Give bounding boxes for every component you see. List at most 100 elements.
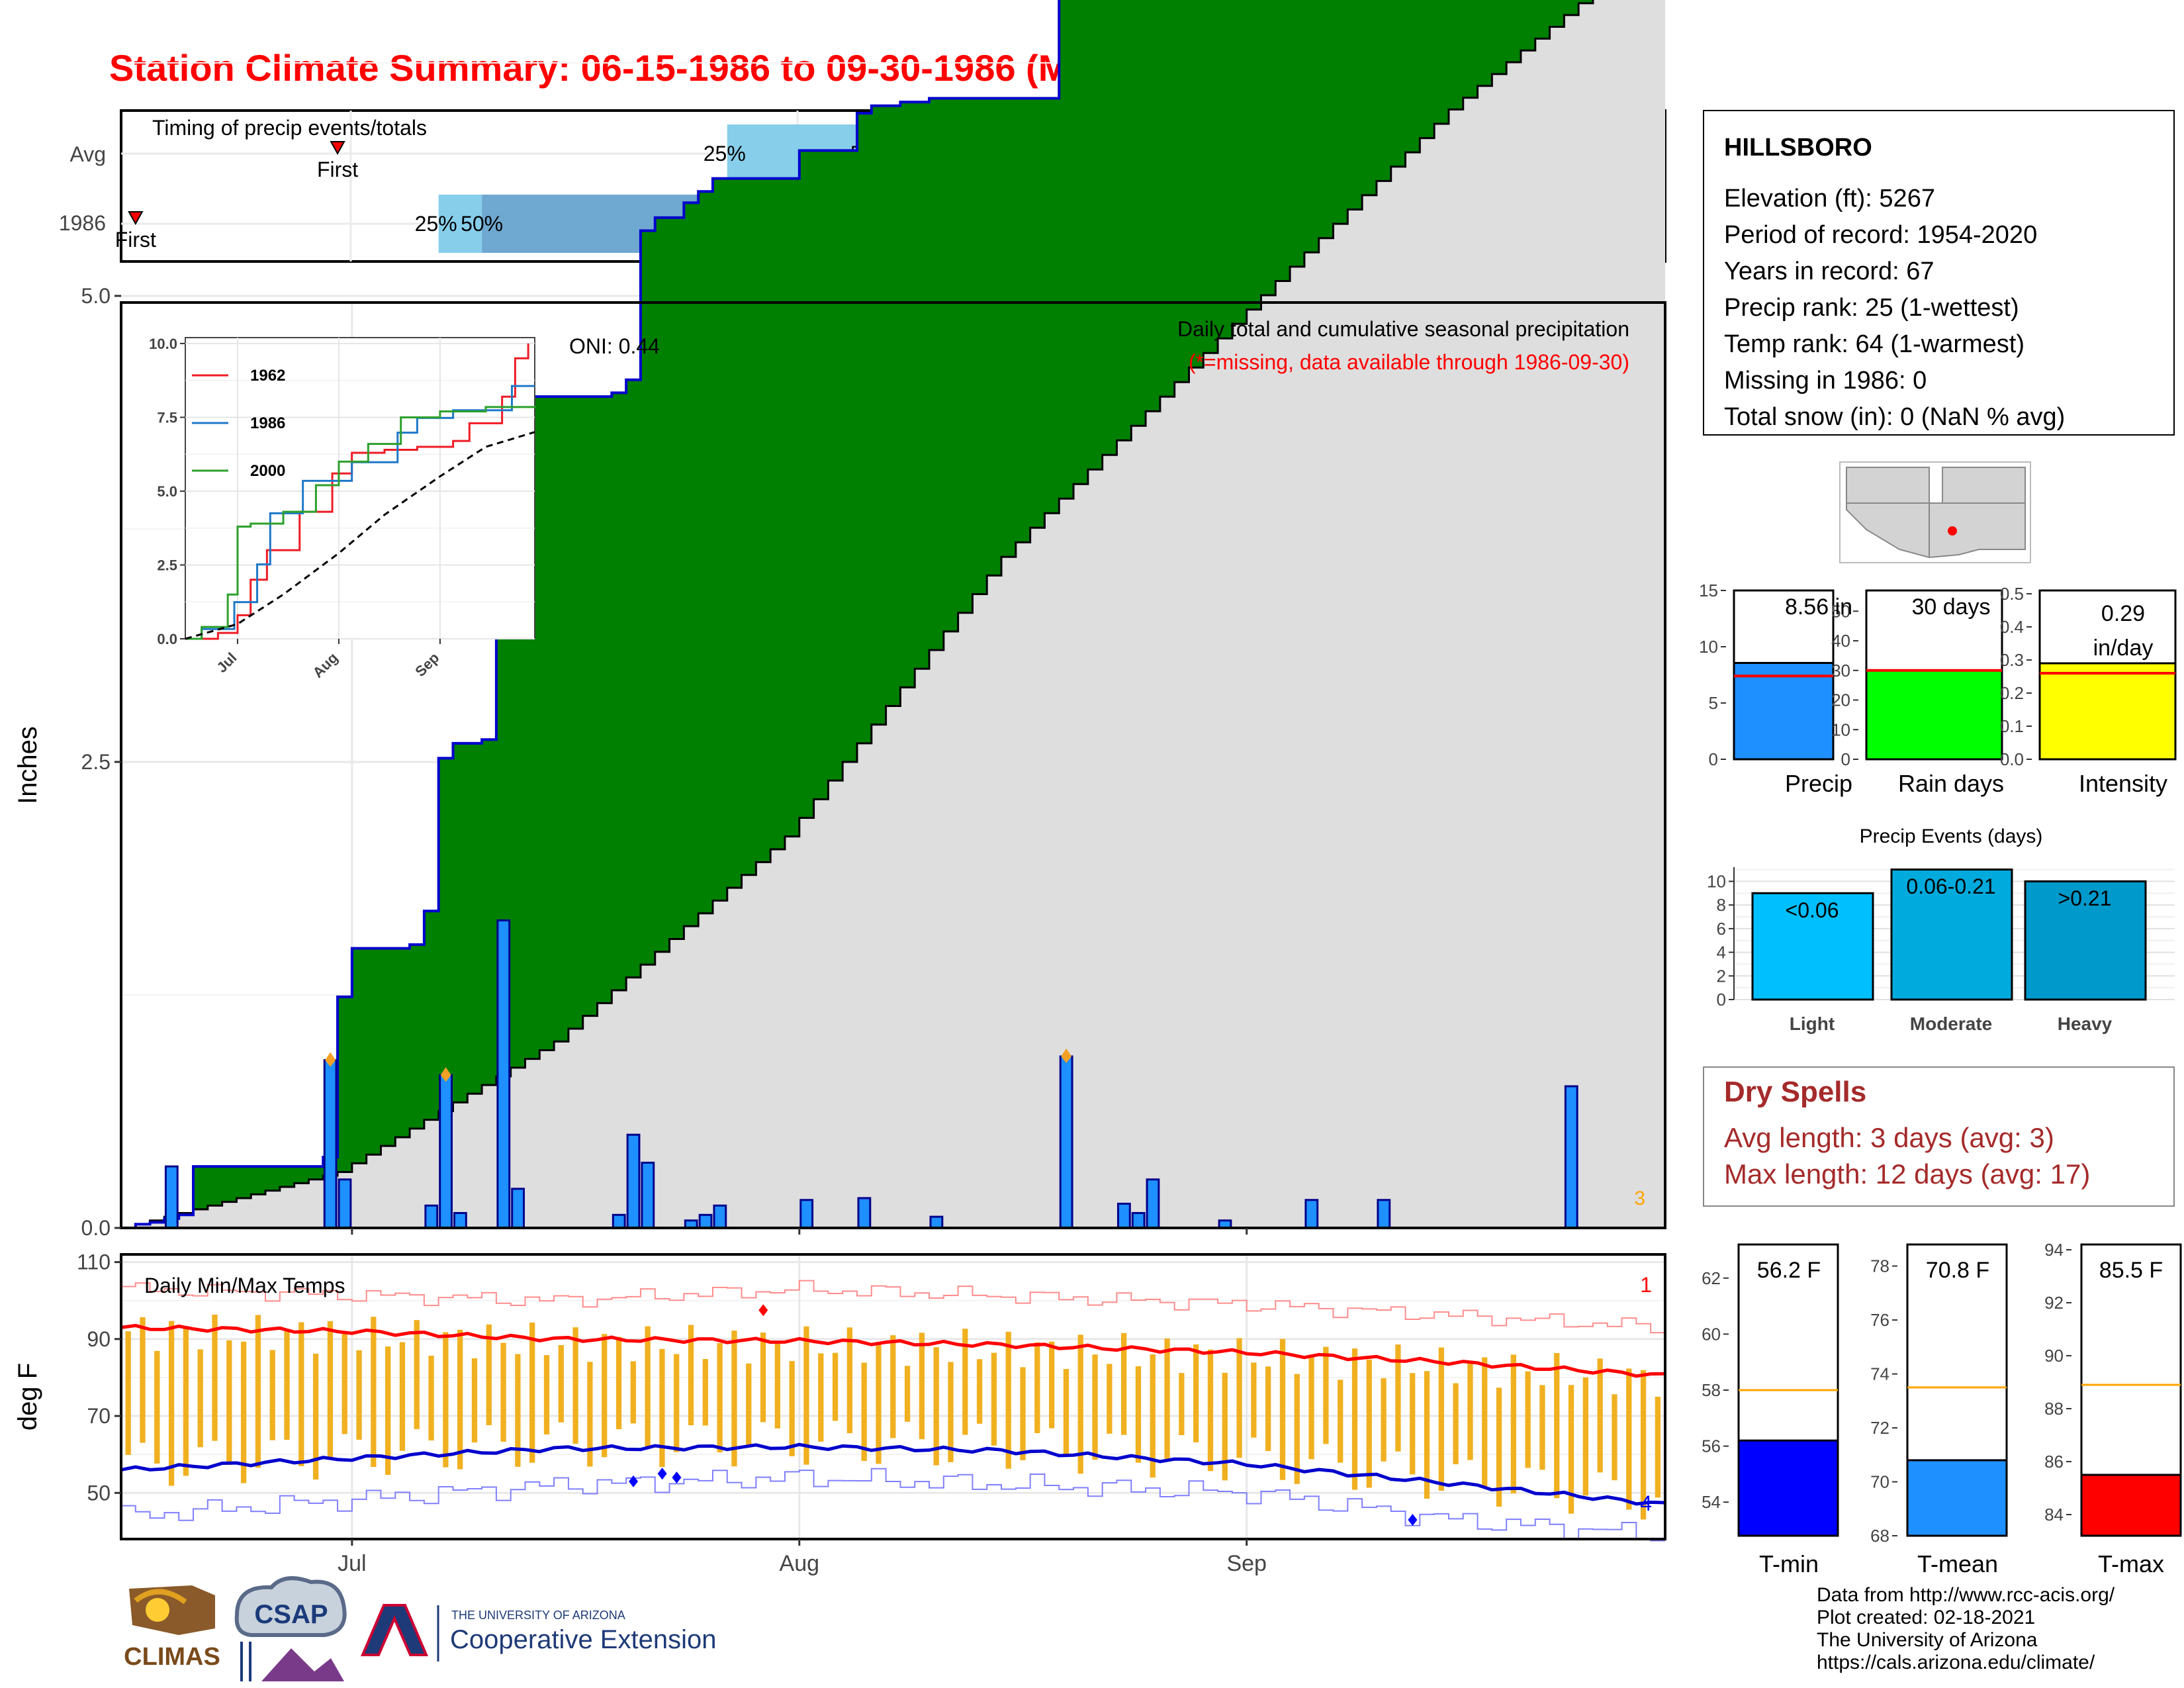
daily-temp-bar: [1077, 1335, 1083, 1474]
temp-ytick: 110: [77, 1250, 111, 1274]
daily-temp-bar: [1554, 1353, 1560, 1499]
inset-ytick: 0.0: [157, 631, 177, 647]
tmax-bar-label: T-max: [2098, 1550, 2164, 1577]
daily-temp-bar: [125, 1331, 131, 1455]
intensity-bar-value: 0.29: [2101, 601, 2145, 626]
daily-temp-bar: [558, 1344, 564, 1423]
precip-frame: [120, 301, 1666, 1229]
timing-pct-label: 50%: [461, 212, 503, 236]
timing-first-marker-Avg: [330, 141, 345, 156]
daily-temp-bar: [1467, 1362, 1473, 1460]
inset-legend-label: 1986: [250, 414, 285, 432]
daily-temp-bar: [154, 1350, 160, 1464]
daily-precip-bar-07-26: [713, 1204, 727, 1229]
precip-ylabel: Inches: [13, 726, 42, 804]
daily-temp-bar: [1381, 1378, 1387, 1462]
climas-logo-text: CLIMAS: [124, 1643, 220, 1671]
daily-temp-bar: [1438, 1347, 1444, 1491]
daily-temp-bar: [140, 1317, 146, 1443]
daily-temp-bar: [1236, 1338, 1242, 1458]
daily-precip-bar-08-10: [929, 1215, 944, 1229]
daily-temp-bar: [933, 1347, 939, 1466]
temp-xtick: Aug: [780, 1551, 820, 1576]
rain-days-ytick: 10: [1831, 720, 1850, 739]
tmax-ytick: 88: [2044, 1399, 2064, 1419]
daily-precip-bar-07-20: [626, 1133, 641, 1229]
daily-temp-bar: [515, 1354, 521, 1467]
tmean-bar: [1906, 1459, 2008, 1537]
credit-university: The University of Arizona: [1817, 1629, 2038, 1651]
events-title: Precip Events (days): [1860, 825, 2043, 847]
events-bar-heavy: [2024, 880, 2147, 1001]
normal-cumulative-line: [121, 0, 1594, 1229]
daily-temp-bar: [269, 1350, 275, 1440]
temp-frame: [120, 1253, 1666, 1540]
daily-temp-bar: [1597, 1358, 1603, 1473]
daily-temp-bar: [1612, 1394, 1617, 1481]
tmean-bar-label: T-mean: [1917, 1550, 1998, 1577]
daily-temp-bar: [615, 1336, 622, 1430]
tmean-ytick: 72: [1870, 1418, 1889, 1438]
credit-data-source: Data from http://www.rcc-acis.org/: [1817, 1584, 2115, 1606]
intensity-ytick: 0.4: [2000, 617, 2024, 637]
daily-precip-bar-08-05: [857, 1197, 872, 1229]
daily-temp-bar: [919, 1333, 925, 1440]
daily-temp-bar: [1107, 1364, 1113, 1434]
daily-precip-bar-07-07: [439, 1074, 453, 1229]
tmin-ytick: 60: [1702, 1324, 1721, 1344]
record-temp-marker-07-20: [629, 1475, 639, 1487]
daily-temp-bar: [876, 1342, 882, 1464]
precip-panel-subtitle: (*=missing, data available through 1986-…: [1189, 350, 1629, 374]
inset-frame: [185, 337, 535, 639]
daily-precip-bar-06-29: [323, 1059, 338, 1229]
events-label-light: Light: [1790, 1013, 1835, 1034]
daily-temp-bar: [1020, 1367, 1026, 1460]
daily-temp-bar: [1048, 1341, 1055, 1429]
daily-precip-bar-07-08: [453, 1211, 467, 1229]
daily-temp-bar: [168, 1321, 175, 1486]
record-precip-marker-08-19: [1061, 1048, 1072, 1063]
precip-ytick: 0.0: [81, 1216, 111, 1240]
timing-pct-label: 25%: [704, 142, 746, 165]
daily-temp-bar: [702, 1359, 708, 1426]
daily-temp-bar: [789, 1361, 795, 1456]
daily-temp-bar: [1265, 1366, 1271, 1452]
raindays-bar-value: 30 days: [1911, 594, 1990, 620]
dry-spells-frame: [1703, 1066, 2175, 1207]
daily-temp-bar: [717, 1343, 723, 1453]
daily-precip-bar-07-19: [612, 1213, 626, 1229]
tmin-bar-label: T-min: [1759, 1550, 1819, 1577]
daily-temp-bar: [890, 1335, 896, 1438]
daily-temp-bar: [1510, 1354, 1516, 1493]
daily-temp-bar: [572, 1327, 578, 1444]
daily-precip-bar-07-11: [496, 919, 511, 1229]
daily-precip-bar-06-18: [164, 1165, 179, 1229]
daily-temp-bar: [1453, 1383, 1459, 1464]
tmax-bar: [2080, 1474, 2182, 1537]
station-elevation: Elevation (ft): 5267: [1724, 185, 1935, 212]
events-ytick: 6: [1717, 919, 1726, 939]
daily-temp-bar: [991, 1352, 997, 1446]
dry-spells-title: Dry Spells: [1724, 1076, 1866, 1108]
daily-temp-bar: [543, 1355, 550, 1434]
events-ytick: 2: [1717, 966, 1726, 986]
csap-mountain-icon: [261, 1648, 344, 1681]
intensity-ytick: 0.5: [2000, 584, 2024, 604]
locator-map: [1839, 461, 2031, 563]
daily-temp-bar: [226, 1340, 232, 1466]
daily-precip-bar-08-24: [1131, 1211, 1146, 1229]
station-period: Period of record: 1954-2020: [1724, 221, 2037, 249]
precip-ytick: 2.5: [81, 750, 111, 774]
precip-bar-value: 8.56 in: [1785, 594, 1852, 620]
daily-temp-bar: [240, 1341, 247, 1483]
daily-temp-bar: [255, 1315, 261, 1468]
timing-first-label: First: [115, 228, 156, 252]
daily-temp-bar: [428, 1355, 434, 1441]
daily-temp-bar: [1424, 1371, 1430, 1499]
inset-ytick: 5.0: [157, 483, 177, 500]
daily-temp-bar: [904, 1366, 911, 1422]
daily-temp-bar: [1120, 1333, 1127, 1435]
inset-legend-label: 2000: [250, 462, 285, 480]
daily-temp-bar: [1164, 1338, 1170, 1459]
